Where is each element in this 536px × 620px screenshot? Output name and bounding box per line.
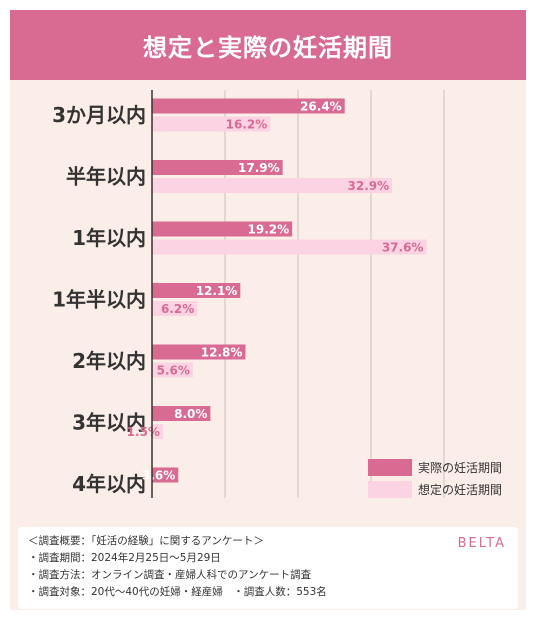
legend-swatch — [368, 481, 412, 498]
survey-title-line: ＜調査概要：「妊活の経験」に関するアンケート＞ — [28, 535, 264, 547]
data-label: 19.2% — [248, 223, 290, 237]
data-label: 1.5% — [127, 425, 160, 439]
bar — [152, 239, 427, 255]
bar-chart: 3か月以内 26.4% 16.2% 半年以内 17.9% 32.9% 1年以内 19.2% 37… — [52, 90, 502, 498]
data-label: 5.6% — [157, 364, 190, 378]
bar — [152, 344, 246, 360]
data-label: 26.4% — [300, 100, 342, 114]
category-label: 3か月以内 — [52, 103, 146, 127]
legend-swatch — [368, 459, 412, 476]
bar — [152, 301, 198, 316]
bar — [152, 467, 179, 483]
bar — [152, 178, 393, 193]
data-label: 16.2% — [226, 118, 268, 132]
survey-summary-box: ＜調査概要：「妊活の経験」に関するアンケート＞ ・調査期間：2024年2月25日… — [18, 527, 518, 609]
bar — [152, 98, 345, 114]
bar — [152, 160, 283, 175]
category-label: 3年以内 — [72, 411, 146, 435]
data-label: 3.6% — [142, 469, 175, 483]
survey-period-line: ・調査期間：2024年2月25日〜5月29日 — [28, 552, 221, 564]
category-label: 半年以内 — [66, 165, 146, 189]
bar — [152, 283, 241, 298]
data-label: 12.8% — [201, 346, 243, 360]
bar — [152, 362, 193, 378]
data-label: 17.9% — [238, 161, 280, 175]
survey-method-line: ・調査方法：オンライン調査・産婦人科でのアンケート調査 — [28, 569, 312, 581]
data-label: 37.6% — [382, 241, 424, 255]
bar — [152, 116, 271, 132]
legend-label: 実際の妊活期間 — [418, 460, 502, 475]
bar — [152, 424, 163, 439]
survey-target-line: ・調査対象：20代〜40代の妊婦・経産婦 ・調査人数：553名 — [28, 586, 327, 598]
brand-logo: BELTA — [457, 536, 506, 551]
category-label: 1年半以内 — [52, 288, 146, 312]
bar — [152, 221, 293, 237]
legend-label: 想定の妊活期間 — [418, 482, 502, 497]
header-banner: 想定と実際の妊活期間 — [10, 10, 526, 80]
data-label: 8.0% — [174, 407, 207, 421]
category-label: 1年以内 — [72, 226, 146, 250]
data-label: 12.1% — [196, 284, 238, 298]
category-label: 2年以内 — [72, 349, 146, 373]
data-label: 6.2% — [161, 302, 194, 316]
chart-title: 想定と実際の妊活期間 — [143, 33, 393, 62]
data-label: 32.9% — [348, 179, 390, 193]
bar — [152, 406, 211, 421]
category-label: 4年以内 — [72, 472, 146, 496]
